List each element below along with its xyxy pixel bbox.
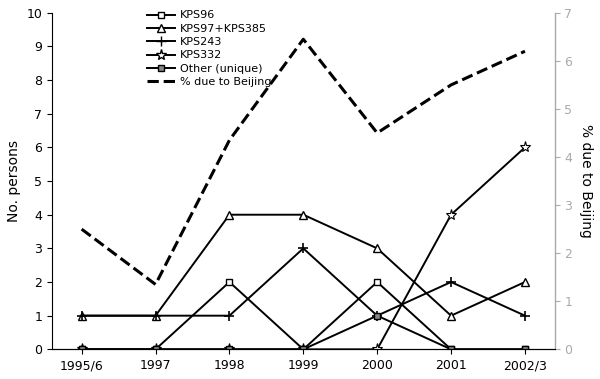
Legend: KPS96, KPS97+KPS385, KPS243, KPS332, Other (unique), % due to Beijing: KPS96, KPS97+KPS385, KPS243, KPS332, Oth… <box>143 6 276 92</box>
Y-axis label: No. persons: No. persons <box>7 140 21 222</box>
Y-axis label: % due to Beijing: % due to Beijing <box>579 124 593 238</box>
